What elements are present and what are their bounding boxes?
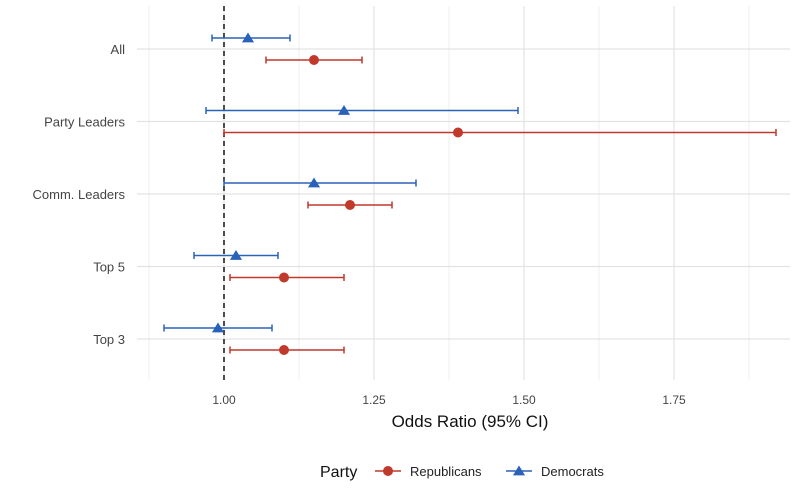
x-tick-label: 1.50 xyxy=(512,393,536,407)
grid xyxy=(137,6,790,380)
category-label: All xyxy=(111,42,126,57)
category-labels: All Party Leaders Comm. Leaders Top 5 Top 3 xyxy=(33,42,126,347)
legend-title: Party xyxy=(320,464,357,481)
republicans-point xyxy=(279,345,289,355)
republicans-point xyxy=(345,200,355,210)
legend: Party Republicans Democrats xyxy=(320,464,604,481)
x-tick-label: 1.25 xyxy=(362,393,386,407)
category-label: Party Leaders xyxy=(44,115,125,130)
x-tick-labels: 1.00 1.25 1.50 1.75 xyxy=(212,393,686,407)
marks xyxy=(163,32,777,355)
republicans-point xyxy=(309,55,319,65)
republicans-point xyxy=(453,127,463,138)
x-tick-label: 1.75 xyxy=(662,393,686,407)
legend-key-democrats-marker xyxy=(512,465,526,476)
democrats-point xyxy=(307,177,321,188)
republicans-point xyxy=(279,272,289,283)
democrats-point xyxy=(211,322,225,333)
category-label: Comm. Leaders xyxy=(33,187,126,202)
category-label: Top 3 xyxy=(93,332,125,347)
legend-label-democrats: Democrats xyxy=(541,464,604,479)
legend-key-republicans-marker xyxy=(383,466,393,476)
x-tick-label: 1.00 xyxy=(212,393,236,407)
category-label: Top 5 xyxy=(93,260,125,275)
democrats-point xyxy=(229,250,243,260)
x-axis-title: Odds Ratio (95% CI) xyxy=(392,412,549,431)
democrats-point xyxy=(337,105,351,115)
democrats-point xyxy=(241,32,255,43)
legend-label-republicans: Republicans xyxy=(410,464,482,479)
